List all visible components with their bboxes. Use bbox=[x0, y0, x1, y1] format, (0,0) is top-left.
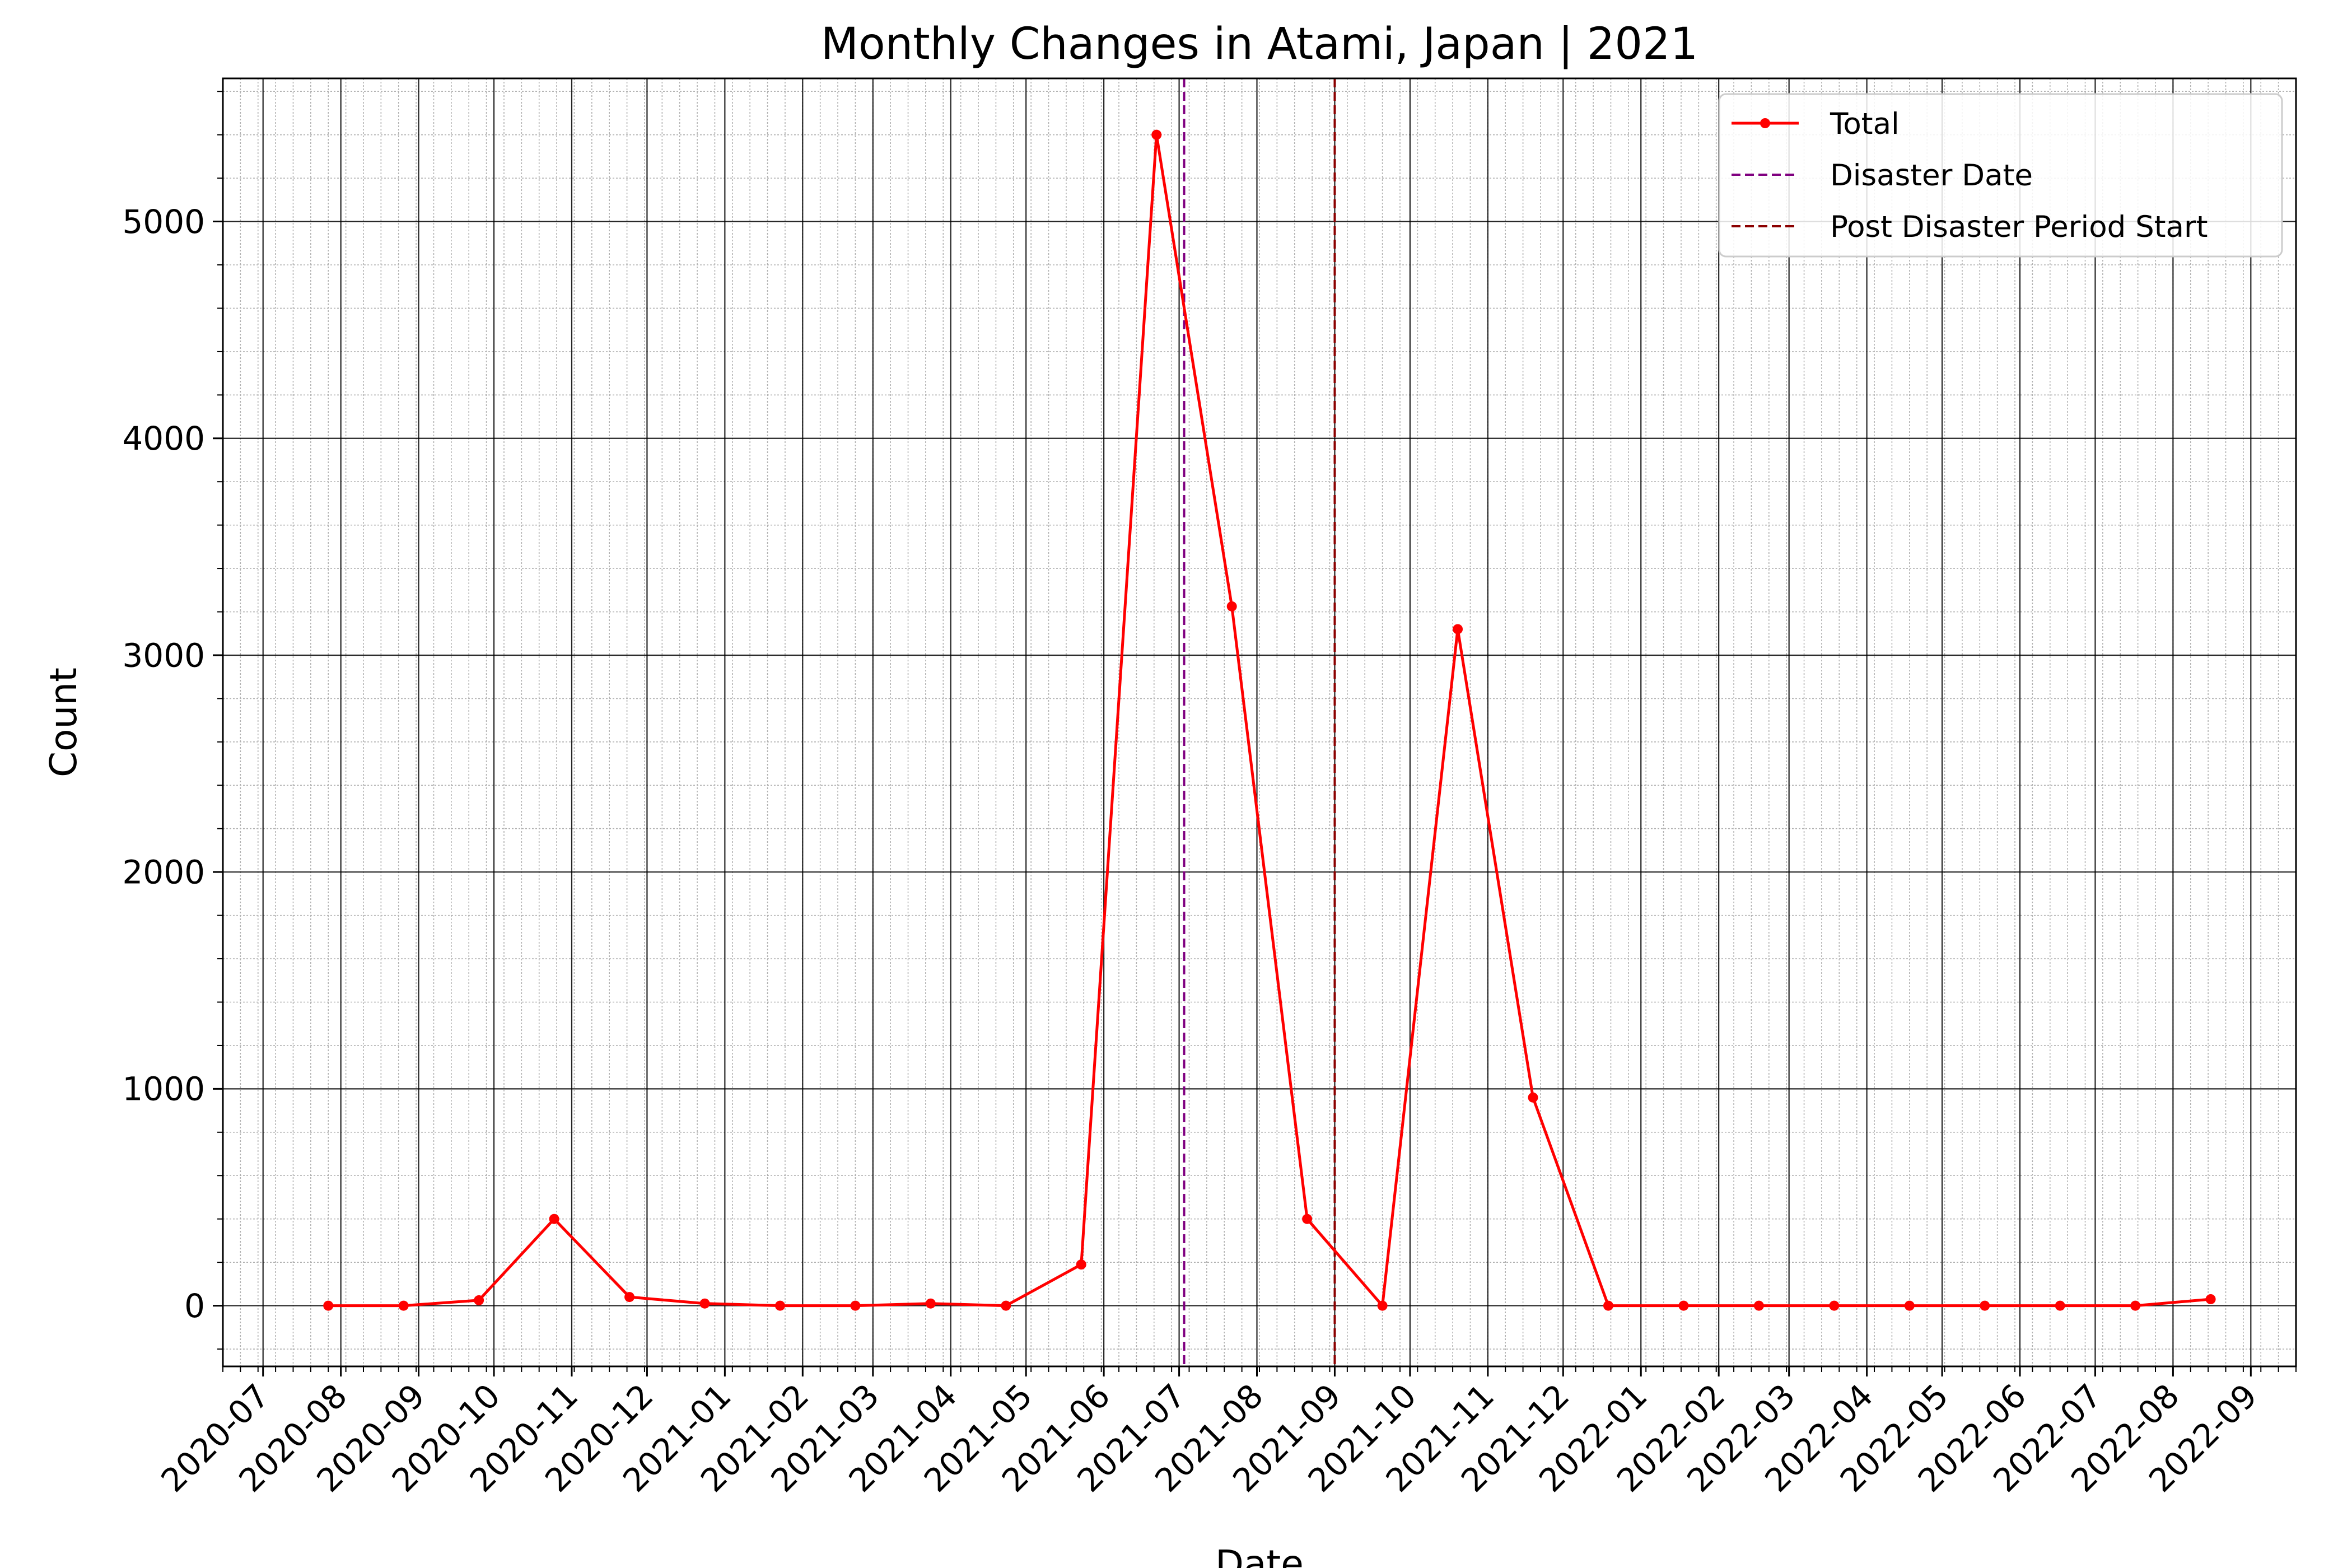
data-point bbox=[398, 1300, 409, 1311]
data-point bbox=[474, 1295, 484, 1305]
data-point bbox=[850, 1300, 861, 1311]
legend-label-total: Total bbox=[1830, 107, 1900, 141]
data-point bbox=[1829, 1300, 1840, 1311]
series-total bbox=[323, 129, 2216, 1311]
x-axis-label: Date bbox=[1215, 1542, 1304, 1568]
y-tick-label: 2000 bbox=[122, 853, 205, 891]
chart-title: Monthly Changes in Atami, Japan | 2021 bbox=[821, 19, 1698, 69]
data-point bbox=[2205, 1294, 2216, 1304]
legend-label-post-disaster: Post Disaster Period Start bbox=[1830, 210, 2208, 244]
legend-marker-total bbox=[1760, 118, 1770, 128]
data-point bbox=[2055, 1300, 2065, 1311]
major-grid bbox=[223, 78, 2296, 1366]
data-point bbox=[1302, 1214, 1313, 1224]
axis-ticks bbox=[213, 91, 2297, 1376]
y-tick-label: 0 bbox=[184, 1287, 205, 1325]
minor-grid bbox=[222, 78, 2297, 1366]
data-point bbox=[1603, 1300, 1613, 1311]
data-point bbox=[1076, 1259, 1086, 1270]
y-tick-label: 3000 bbox=[122, 636, 205, 674]
data-point bbox=[1678, 1300, 1689, 1311]
data-point bbox=[1528, 1092, 1538, 1103]
y-tick-labels: 0 1000 2000 3000 4000 5000 bbox=[122, 203, 205, 1325]
legend-label-disaster-date: Disaster Date bbox=[1830, 158, 2033, 193]
data-point bbox=[1377, 1300, 1388, 1311]
data-point bbox=[1904, 1300, 1915, 1311]
y-tick-label: 4000 bbox=[122, 419, 205, 458]
data-point bbox=[549, 1214, 559, 1224]
data-point bbox=[323, 1300, 334, 1311]
data-point bbox=[925, 1298, 936, 1309]
legend-box bbox=[1718, 93, 2283, 258]
y-tick-label: 1000 bbox=[122, 1070, 205, 1108]
data-point bbox=[1226, 601, 1237, 612]
y-axis-label: Count bbox=[42, 668, 85, 777]
series-line-total bbox=[328, 133, 2211, 1308]
data-point bbox=[774, 1300, 785, 1311]
data-point bbox=[1980, 1300, 1990, 1311]
data-point bbox=[2130, 1300, 2141, 1311]
data-point bbox=[1753, 1300, 1764, 1311]
data-point bbox=[1453, 624, 1463, 634]
data-point bbox=[1151, 129, 1162, 140]
legend: Total Disaster Date Post Disaster Period… bbox=[1718, 93, 2283, 258]
data-point bbox=[699, 1298, 710, 1309]
data-point bbox=[624, 1292, 635, 1303]
data-point bbox=[1001, 1300, 1011, 1311]
y-tick-label: 5000 bbox=[122, 203, 205, 241]
